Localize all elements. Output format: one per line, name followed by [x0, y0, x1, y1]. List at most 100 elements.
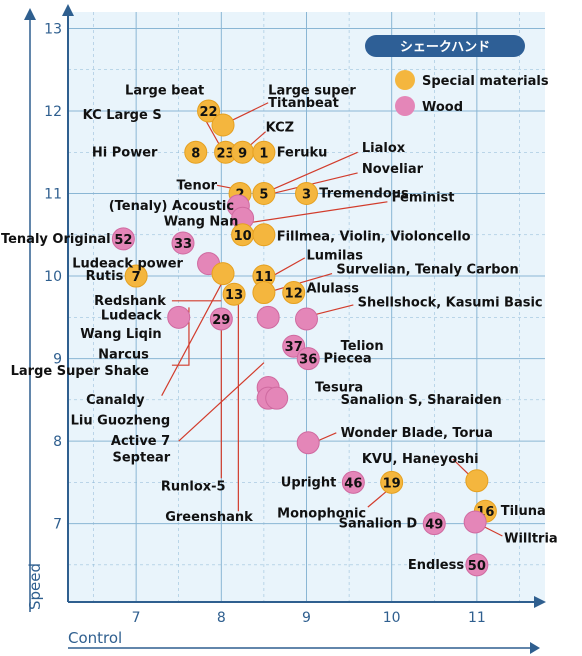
point-number: 50 — [468, 559, 486, 574]
point-marker — [184, 140, 208, 164]
point-label: Ludeack power — [72, 257, 183, 272]
special-material-point: 9 — [231, 140, 255, 164]
point-number: 8 — [191, 146, 200, 161]
point-number: 29 — [212, 313, 230, 328]
point-number: 52 — [114, 233, 132, 248]
legend-swatch — [395, 96, 415, 116]
special-material-point: 13 — [222, 282, 246, 306]
point-label: Shellshock, Kasumi Basic — [358, 295, 543, 310]
point-number: 33 — [174, 237, 192, 252]
leader-line — [178, 362, 265, 442]
y-tick-label: 12 — [44, 104, 62, 120]
point-label: Survelian, Tenaly Carbon — [336, 262, 518, 277]
x-tick-label: 10 — [383, 610, 401, 626]
point-marker — [465, 553, 489, 577]
point-label: Lumilas — [307, 248, 364, 263]
point-marker — [252, 223, 276, 247]
leader-line — [310, 304, 354, 317]
leader-line — [272, 273, 333, 292]
special-material-point: 1 — [252, 140, 276, 164]
y-axis-sideline-arrow — [24, 8, 36, 20]
legend-title: シェークハンド — [400, 40, 490, 55]
y-tick-label: 11 — [44, 187, 62, 203]
leader-line — [161, 275, 227, 396]
y-tick-label: 13 — [44, 22, 62, 38]
axes — [24, 4, 546, 654]
special-material-point — [252, 223, 276, 247]
point-label: Wonder Blade, Torua — [341, 426, 493, 441]
point-marker — [197, 99, 221, 123]
wood-point: 49 — [422, 512, 446, 536]
point-marker — [465, 469, 489, 493]
point-label: Runlox-5 — [161, 479, 226, 494]
x-axis-underline-arrow — [530, 642, 540, 654]
point-label: Feminist — [392, 191, 455, 206]
point-label: KCZ — [266, 121, 294, 136]
point-marker — [167, 305, 191, 329]
point-number: 10 — [234, 229, 252, 244]
special-material-point — [252, 281, 276, 305]
point-label: Endless — [408, 558, 464, 573]
wood-point: 36 — [296, 347, 320, 371]
special-material-point — [211, 113, 235, 137]
point-label: Lialox — [362, 141, 406, 156]
x-axis-title: Control — [68, 629, 122, 647]
x-tick-label: 9 — [302, 610, 311, 626]
point-marker — [380, 470, 404, 494]
point-label: Willtria — [504, 531, 558, 546]
wood-point: 52 — [111, 227, 135, 251]
point-marker — [211, 113, 235, 137]
point-marker — [222, 282, 246, 306]
point-number: 12 — [285, 287, 303, 302]
special-material-point: 11 — [252, 264, 276, 288]
point-number: 9 — [238, 146, 247, 161]
point-marker — [296, 347, 320, 371]
wood-point: 50 — [465, 553, 489, 577]
point-number: 3 — [302, 188, 311, 203]
leader-line — [367, 490, 388, 508]
point-label: KVU, Haneyoshi — [362, 452, 479, 467]
point-label: Rutis — [86, 269, 124, 284]
point-number: 36 — [299, 353, 317, 368]
legend-entry: Special materials — [422, 74, 549, 89]
x-tick-label: 11 — [468, 610, 486, 626]
wood-point — [295, 307, 318, 331]
point-label: Tremendous — [319, 187, 409, 202]
point-marker — [265, 386, 289, 410]
point-number: 7 — [132, 270, 141, 285]
point-label: Tiluna — [501, 504, 546, 519]
point-label: Liu Guozheng — [71, 413, 171, 428]
legend-title-pill — [365, 35, 525, 57]
special-material-point — [465, 469, 489, 493]
point-label: Tenor — [177, 178, 218, 193]
leader-line — [272, 151, 358, 190]
wood-point — [296, 431, 320, 455]
wood-point: 29 — [209, 307, 233, 331]
point-number: 1 — [259, 146, 268, 161]
point-label: Large beat — [125, 83, 204, 98]
point-label: Septear — [113, 451, 171, 466]
point-number: 5 — [259, 188, 268, 203]
wood-point: 33 — [171, 231, 195, 255]
x-tick-label: 8 — [217, 610, 226, 626]
point-marker — [211, 262, 235, 286]
point-label: Fillmea, Violin, Violoncello — [277, 229, 471, 244]
point-label: Upright — [281, 475, 337, 490]
point-label: Ludeack — [101, 309, 162, 324]
point-marker — [256, 305, 280, 329]
special-material-point: 10 — [231, 223, 255, 247]
point-marker — [111, 227, 135, 251]
point-label: Titanbeat — [268, 96, 339, 111]
point-label: Redshank — [94, 294, 166, 309]
point-label: Hi Power — [92, 145, 158, 160]
point-marker — [282, 281, 306, 305]
leader-line — [452, 458, 469, 475]
point-label: Greenshank — [165, 510, 253, 525]
special-material-point: 7 — [124, 264, 148, 288]
special-material-point: 12 — [282, 281, 306, 305]
legend-swatch — [395, 70, 415, 90]
point-label: Monophonic — [277, 507, 366, 522]
point-number: 37 — [285, 340, 303, 355]
